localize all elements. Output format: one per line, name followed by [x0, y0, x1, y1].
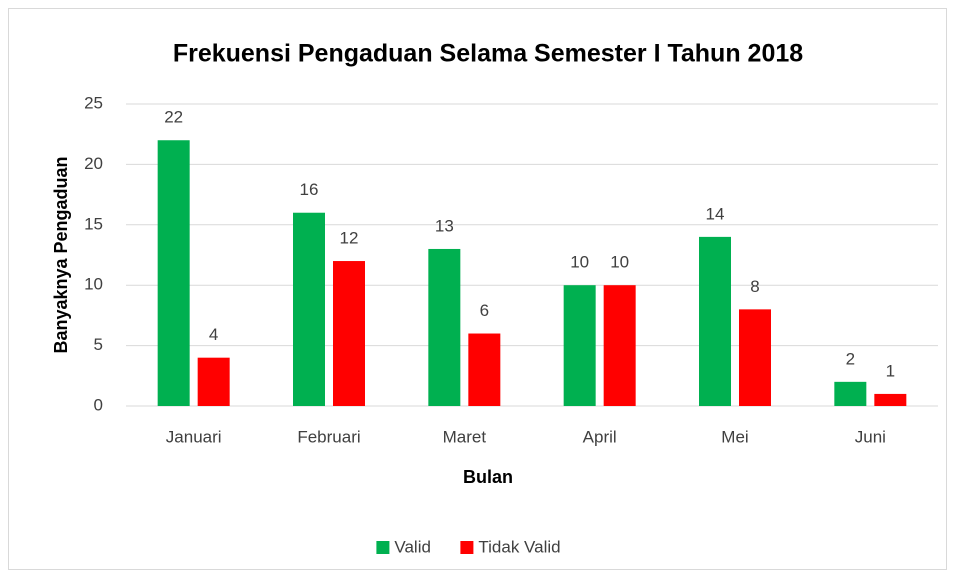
- bar: [197, 357, 230, 406]
- data-label: 10: [570, 253, 589, 272]
- bar: [603, 285, 636, 406]
- x-tick-label: Februari: [297, 427, 360, 446]
- bar: [333, 261, 365, 406]
- data-label: 22: [164, 108, 183, 127]
- data-label: 2: [846, 349, 855, 368]
- y-tick-label: 0: [94, 395, 103, 414]
- data-label: 10: [610, 253, 629, 272]
- y-tick-label: 25: [84, 93, 103, 112]
- legend-label: Tidak Valid: [478, 537, 560, 556]
- data-label: 4: [209, 325, 218, 344]
- bar: [468, 333, 501, 406]
- bar: [834, 381, 867, 406]
- data-label: 16: [300, 180, 319, 199]
- bar: [563, 285, 596, 406]
- y-tick-label: 20: [84, 154, 103, 173]
- data-label: 1: [886, 361, 895, 380]
- bar: [428, 248, 461, 406]
- x-axis-label: Bulan: [463, 467, 513, 487]
- bar: [699, 236, 731, 406]
- legend-swatch: [376, 541, 390, 554]
- bar: [739, 309, 771, 406]
- bar: [874, 393, 907, 406]
- legend-swatch: [460, 541, 474, 554]
- x-tick-label: Januari: [166, 427, 222, 446]
- y-tick-label: 15: [84, 214, 103, 233]
- x-tick-label: Mei: [721, 427, 748, 446]
- data-label: 12: [340, 229, 359, 248]
- data-label: 14: [706, 204, 725, 223]
- x-tick-label: April: [583, 427, 617, 446]
- y-tick-label: 5: [94, 335, 103, 354]
- y-axis-label: Banyaknya Pengaduan: [51, 156, 71, 353]
- x-tick-label: Maret: [443, 427, 487, 446]
- y-tick-label: 10: [84, 275, 103, 294]
- bar: [157, 140, 190, 407]
- data-label: 6: [480, 301, 489, 320]
- chart-title: Frekuensi Pengaduan Selama Semester I Ta…: [173, 40, 803, 68]
- x-tick-label: Juni: [855, 427, 886, 446]
- bar: [293, 212, 325, 406]
- data-label: 13: [435, 216, 454, 235]
- legend-label: Valid: [394, 537, 431, 556]
- data-label: 8: [750, 277, 759, 296]
